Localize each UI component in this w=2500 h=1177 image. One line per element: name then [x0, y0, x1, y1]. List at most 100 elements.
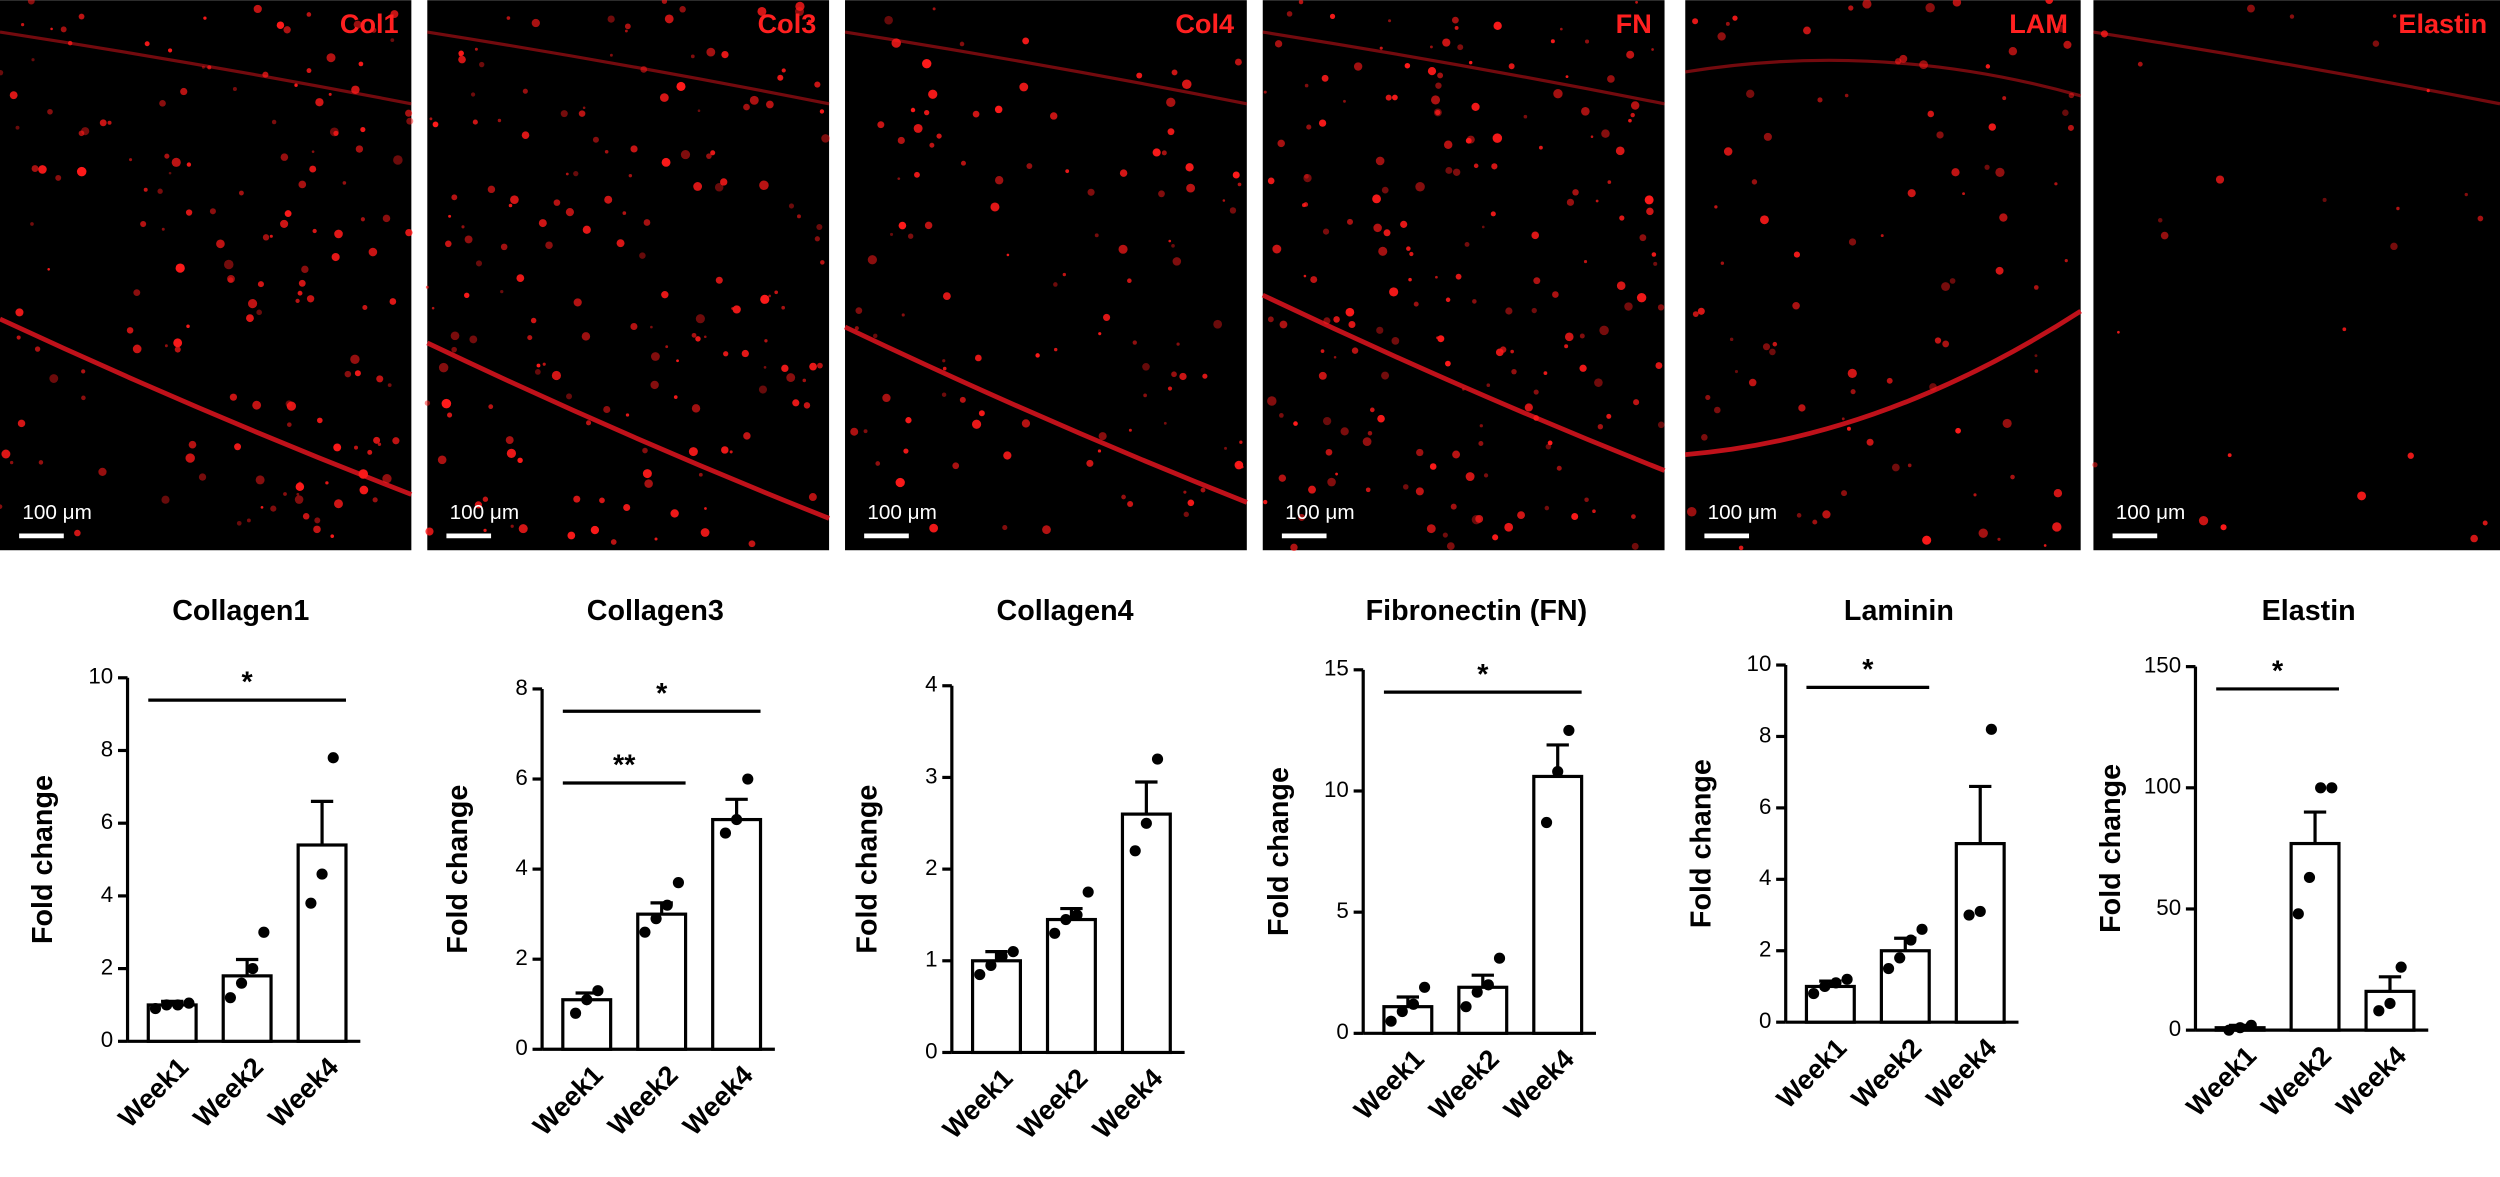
signal-dot: [1003, 451, 1012, 460]
signal-dot: [438, 362, 449, 373]
signal-dot: [1822, 510, 1831, 519]
signal-dot: [1320, 349, 1325, 354]
signal-dot: [1841, 490, 1848, 497]
signal-dot: [743, 103, 750, 111]
signal-dot: [581, 332, 591, 341]
signal-dot: [1738, 545, 1744, 551]
signal-dot: [942, 292, 951, 301]
signal-dot: [294, 495, 304, 504]
data-point: [985, 959, 997, 971]
signal-dot: [9, 91, 18, 100]
signal-dot: [2002, 418, 2012, 428]
signal-dot: [295, 298, 300, 304]
y-tick-label: 2: [515, 945, 527, 970]
signal-dot: [1240, 465, 1244, 469]
signal-dot: [2482, 520, 2488, 526]
signal-dot: [913, 123, 923, 133]
signal-dot: [34, 346, 41, 352]
signal-dot: [565, 172, 569, 176]
signal-dot: [1499, 346, 1507, 353]
signal-dot: [1553, 89, 1563, 99]
signal-dot: [1277, 139, 1285, 148]
signal-dot: [698, 472, 703, 477]
signal-dot: [932, 7, 936, 11]
data-point: [719, 827, 732, 839]
signal-dot: [889, 232, 894, 236]
signal-dot: [1720, 261, 1725, 265]
signal-dot: [1406, 246, 1411, 251]
signal-dot: [143, 187, 148, 192]
signal-dot: [1279, 413, 1284, 418]
signal-dot: [1606, 413, 1612, 419]
signal-dot: [497, 118, 502, 123]
signal-dot: [74, 529, 81, 537]
signal-dot: [898, 221, 907, 230]
error-bar: [310, 799, 334, 846]
y-tick-label: 2: [1759, 937, 1771, 962]
signal-dot: [1552, 291, 1559, 298]
signal-dot: [1379, 46, 1383, 50]
signal-dot: [185, 209, 193, 216]
signal-dot: [974, 354, 982, 362]
signal-dot: [298, 279, 306, 287]
signal-dot: [253, 4, 262, 14]
signal-dot: [283, 26, 291, 34]
signal-dot: [1306, 124, 1312, 130]
signal-dot: [941, 392, 947, 397]
signal-dot: [314, 517, 321, 524]
signal-dot: [482, 496, 489, 502]
signal-dot: [1119, 169, 1128, 177]
signal-dot: [1936, 131, 1944, 139]
signal-dot: [1760, 215, 1769, 225]
signal-dot: [623, 503, 631, 511]
signal-dot: [551, 370, 562, 381]
data-point: [247, 963, 259, 975]
signal-dot: [1841, 417, 1845, 421]
y-tick-label: 10: [1747, 651, 1772, 676]
y-tick-label: 100: [2144, 774, 2181, 799]
signal-dot: [821, 134, 830, 143]
signal-dot: [1907, 189, 1916, 198]
signal-dot: [2092, 462, 2098, 468]
signal-dot: [796, 214, 801, 219]
signal-dot: [472, 119, 478, 125]
signal-dot: [1163, 421, 1167, 425]
x-tick-label: Week2: [2255, 1040, 2337, 1122]
signal-dot: [1450, 503, 1457, 510]
signal-dot: [2008, 47, 2018, 56]
signal-dot: [1168, 239, 1172, 243]
data-point: [1493, 952, 1506, 964]
signal-dot: [510, 195, 519, 205]
signal-dot: [2372, 40, 2380, 47]
signal-dot: [140, 221, 147, 228]
tissue-edge: [1685, 309, 2082, 457]
tissue-edge: [2093, 30, 2500, 106]
signal-dot: [990, 202, 1000, 212]
signal-dot: [994, 105, 1003, 114]
signal-dot: [1167, 128, 1175, 136]
y-tick-label: 0: [2169, 1016, 2181, 1041]
signal-dot: [607, 15, 615, 23]
signal-dot: [1748, 378, 1757, 387]
signal-dot: [573, 298, 582, 307]
image-label: Col1: [340, 8, 399, 39]
x-tick-label: Week2: [1423, 1043, 1505, 1125]
signal-dot: [768, 294, 771, 298]
signal-dot: [280, 219, 289, 228]
bar: [221, 974, 273, 1043]
image-panel: Col1 100 μm: [0, 0, 414, 551]
data-point: [1049, 927, 1061, 939]
y-axis-label: Fold change: [852, 785, 884, 954]
signal-dot: [1318, 371, 1327, 380]
signal-dot: [1472, 299, 1477, 304]
signal-dot: [248, 299, 258, 309]
signal-dot: [1657, 304, 1665, 311]
data-point: [1407, 998, 1420, 1010]
signal-dot: [808, 493, 817, 502]
x-tick-label: Week2: [1011, 1062, 1093, 1144]
signal-dot: [38, 460, 44, 465]
signal-dot: [1158, 190, 1165, 198]
signal-dot: [565, 208, 574, 217]
signal-dot: [1452, 450, 1461, 459]
signal-dot: [766, 100, 774, 109]
